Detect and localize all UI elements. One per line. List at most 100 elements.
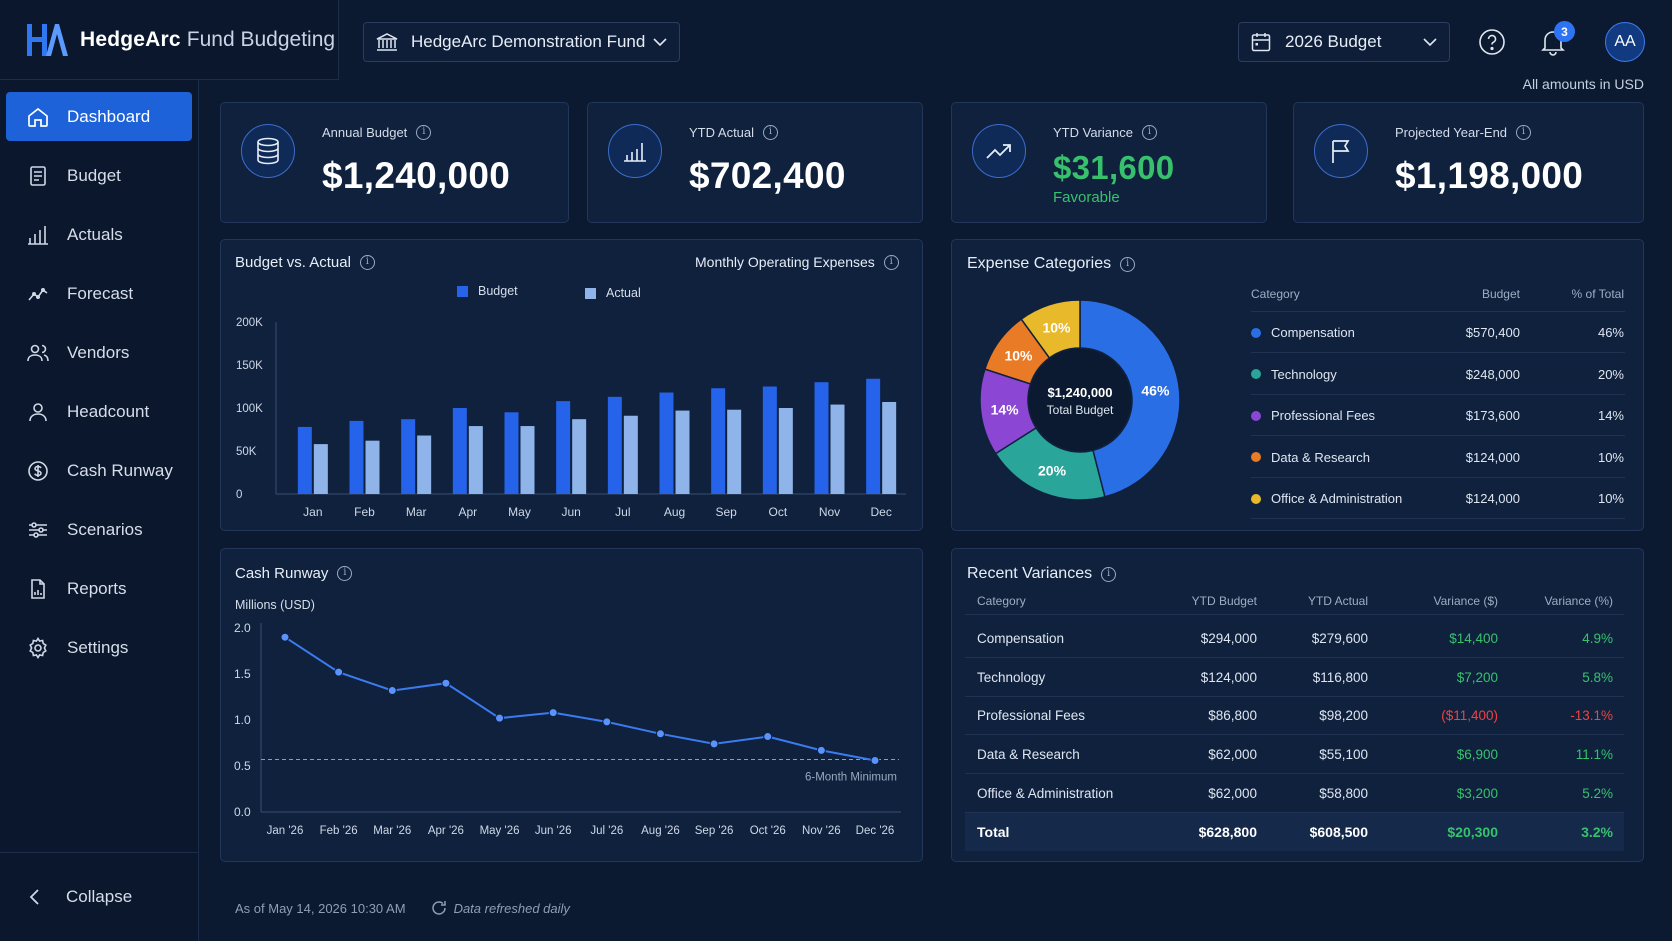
sidebar-item-cash-runway[interactable]: Cash Runway — [6, 446, 192, 495]
bar-budget[interactable] — [504, 412, 519, 494]
collapse-label: Collapse — [66, 887, 133, 906]
sidebar-item-scenarios[interactable]: Scenarios — [6, 505, 192, 554]
category-row[interactable]: Data & Research $124,000 10% — [1251, 438, 1625, 478]
bar-budget[interactable] — [814, 382, 829, 494]
table-row[interactable]: Office & Administration $62,000 $58,800 $3,… — [965, 775, 1624, 813]
category-row[interactable]: Office & Administration $124,000 10% — [1251, 479, 1625, 519]
bar-actual[interactable] — [572, 419, 587, 494]
bar-actual[interactable] — [727, 409, 742, 494]
sidebar-item-settings[interactable]: Settings — [6, 623, 192, 672]
donut-slice[interactable] — [1079, 299, 1181, 498]
bar-budget[interactable] — [659, 392, 674, 494]
chevron-left-icon — [29, 889, 39, 905]
bar-budget[interactable] — [762, 386, 777, 495]
x-tick-label: Feb '26 — [320, 825, 358, 837]
table-row[interactable]: Technology $124,000 $116,800 $7,200 5.8% — [965, 659, 1624, 697]
fund-selector[interactable]: HedgeArc Demonstration Fund — [363, 22, 680, 62]
data-point[interactable] — [441, 678, 451, 688]
gear-icon — [29, 636, 47, 659]
cash-runway-unit-label: Millions (USD) — [235, 598, 315, 612]
data-point[interactable] — [655, 729, 665, 739]
table-row[interactable]: Data & Research $62,000 $55,100 $6,900 11.1% — [965, 736, 1624, 775]
data-point[interactable] — [495, 713, 505, 723]
kpi-card-ytd-actual: YTD Actual i $702,400 — [587, 102, 923, 223]
info-icon[interactable]: i — [1120, 256, 1136, 272]
table-row[interactable]: Professional Fees $86,800 $98,200 ($11,400)… — [965, 697, 1624, 736]
bar-actual[interactable] — [468, 426, 483, 494]
bar-actual[interactable] — [778, 408, 793, 494]
bar-budget[interactable] — [349, 420, 364, 494]
category-row[interactable]: Technology $248,000 20% — [1251, 355, 1625, 395]
info-icon[interactable]: i — [883, 254, 899, 270]
bar-actual[interactable] — [675, 410, 690, 494]
x-tick-label: Jun — [561, 505, 580, 519]
info-icon[interactable]: i — [1101, 566, 1117, 582]
data-point[interactable] — [334, 667, 344, 677]
sidebar-item-vendors[interactable]: Vendors — [6, 328, 192, 377]
data-point[interactable] — [816, 745, 826, 755]
home-icon — [28, 107, 48, 127]
donut-slice[interactable] — [1020, 299, 1081, 359]
donut-slice[interactable] — [994, 426, 1106, 501]
info-icon[interactable]: i — [1516, 125, 1532, 140]
table-total-row: Total $628,800 $608,500 $20,300 3.2% — [965, 813, 1624, 851]
bar-budget[interactable] — [866, 378, 881, 494]
info-icon[interactable]: i — [337, 566, 353, 581]
help-button[interactable] — [1477, 27, 1507, 57]
table-row[interactable]: Compensation $294,000 $279,600 $14,400 4.9% — [965, 620, 1624, 658]
legend-swatch — [585, 287, 596, 299]
bar-budget[interactable] — [556, 401, 571, 494]
column-header: Variance (%) — [1544, 594, 1613, 608]
runway-line — [284, 636, 876, 762]
refresh-icon[interactable] — [430, 899, 448, 917]
category-row[interactable]: Compensation $570,400 46% — [1251, 313, 1625, 353]
column-header: % of Total — [1571, 287, 1624, 301]
bar-actual[interactable] — [830, 404, 845, 494]
cash-runway-panel — [220, 548, 923, 862]
data-point[interactable] — [280, 632, 290, 642]
bar-actual[interactable] — [313, 444, 328, 494]
sidebar-item-budget[interactable]: Budget — [6, 151, 192, 200]
bar-actual[interactable] — [365, 440, 380, 494]
data-point[interactable] — [548, 708, 558, 718]
collapse-button[interactable]: Collapse — [0, 852, 199, 941]
category-row[interactable]: Professional Fees $173,600 14% — [1251, 396, 1625, 436]
sidebar-item-dashboard[interactable]: Dashboard — [6, 92, 192, 141]
data-point[interactable] — [870, 755, 880, 765]
bar-actual[interactable] — [520, 426, 535, 494]
kpi-icon-wrap — [972, 124, 1026, 178]
x-tick-label: Apr '26 — [428, 825, 464, 837]
avatar[interactable]: AA — [1605, 22, 1645, 62]
bar-budget[interactable] — [452, 408, 467, 494]
category-budget: $248,000 — [1465, 366, 1520, 382]
bar-actual[interactable] — [417, 435, 432, 494]
bar-budget[interactable] — [297, 426, 312, 494]
category-color-dot — [1251, 369, 1261, 379]
sidebar-item-label: Actuals — [67, 224, 123, 244]
sidebar-item-reports[interactable]: Reports — [6, 564, 192, 613]
bar-budget[interactable] — [711, 388, 726, 494]
category-percent: 10% — [1597, 449, 1624, 465]
bar-actual[interactable] — [623, 415, 638, 494]
sidebar-item-actuals[interactable]: Actuals — [6, 210, 192, 259]
data-point[interactable] — [602, 717, 612, 727]
info-icon[interactable]: i — [416, 125, 432, 140]
bar-budget[interactable] — [607, 396, 622, 494]
info-icon[interactable]: i — [1141, 125, 1157, 140]
flag-icon — [1332, 140, 1350, 163]
x-tick-label: Oct '26 — [750, 825, 786, 837]
slice-label: 46% — [1141, 382, 1170, 398]
bar-actual[interactable] — [882, 401, 897, 494]
bar-budget[interactable] — [401, 419, 416, 494]
column-header: YTD Actual — [1307, 594, 1368, 608]
variance-actual: $116,800 — [1312, 669, 1368, 685]
data-point[interactable] — [709, 739, 719, 749]
data-point[interactable] — [763, 732, 773, 742]
info-icon[interactable]: i — [359, 255, 375, 270]
sidebar-item-headcount[interactable]: Headcount — [6, 387, 192, 436]
sidebar: Dashboard Budget Actuals Forecast Vendor… — [0, 0, 199, 941]
info-icon[interactable]: i — [763, 125, 779, 140]
budget-selector[interactable]: 2026 Budget — [1238, 22, 1450, 62]
sidebar-item-forecast[interactable]: Forecast — [6, 269, 192, 318]
data-point[interactable] — [387, 686, 397, 696]
